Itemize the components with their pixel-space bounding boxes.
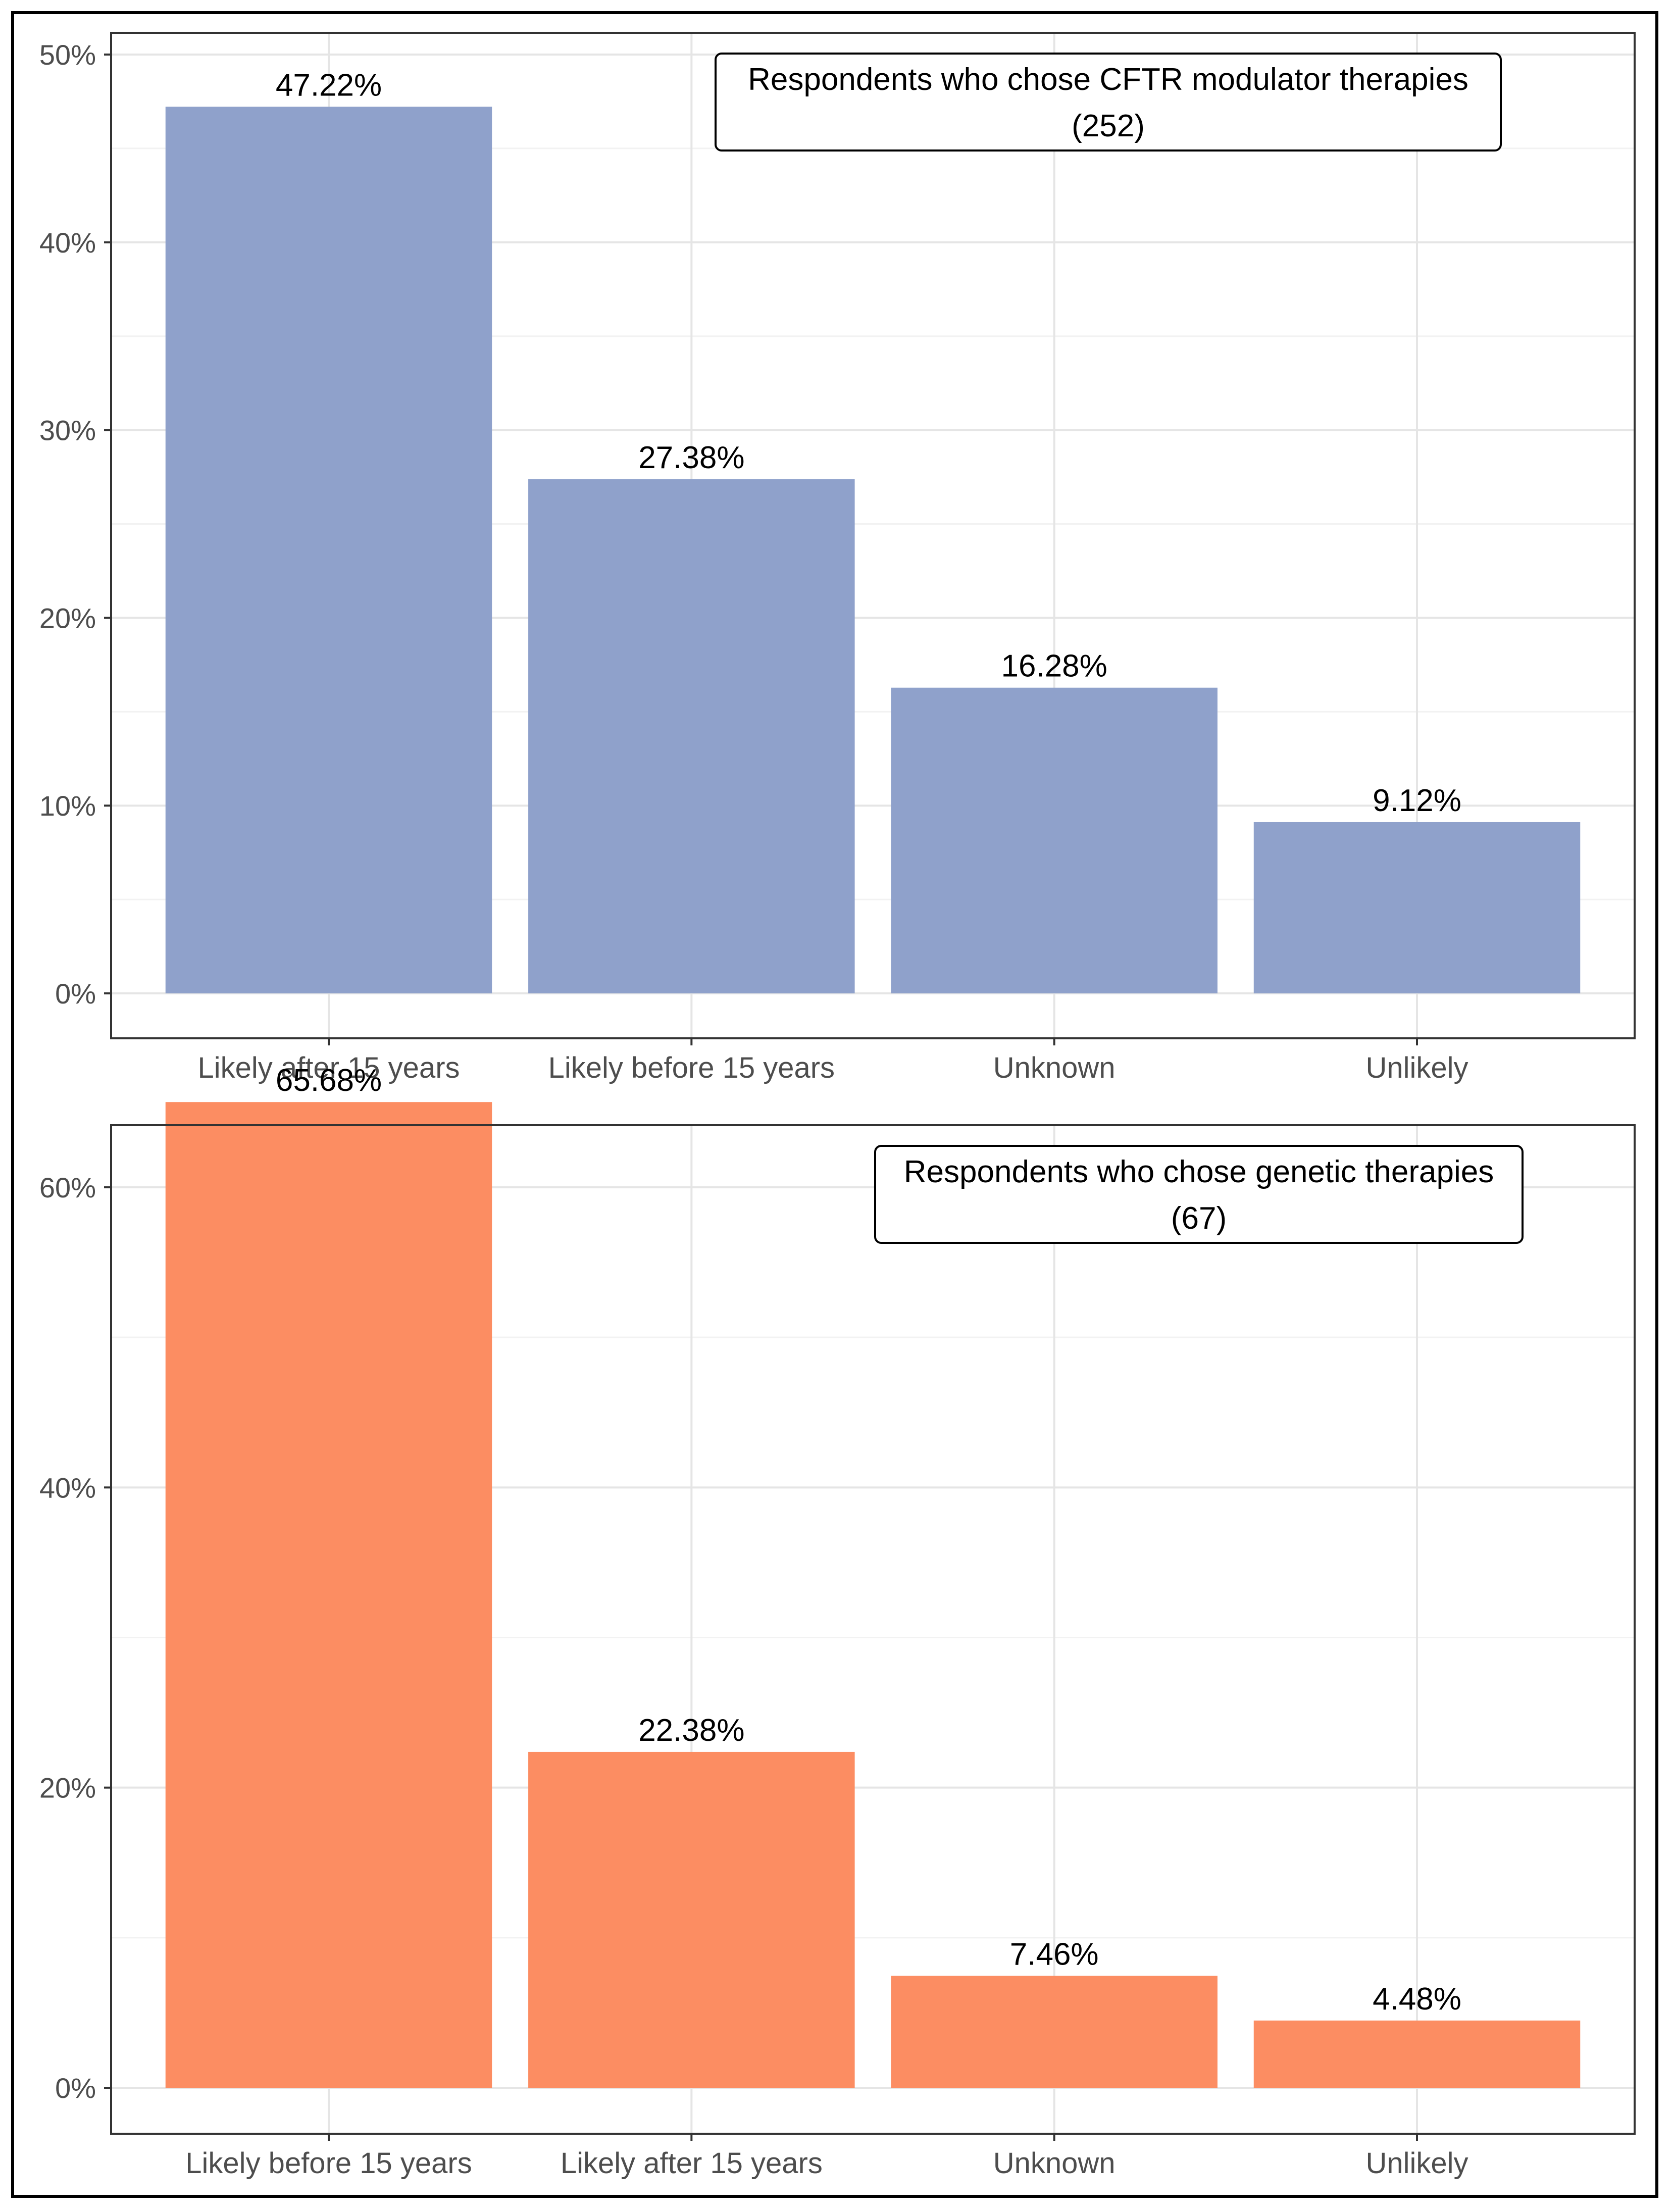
data-label: 22.38% bbox=[638, 1713, 744, 1748]
y-tick-label: 30% bbox=[39, 415, 96, 446]
data-label: 4.48% bbox=[1373, 1982, 1461, 2017]
bar-likely-after-15-years bbox=[165, 107, 492, 994]
x-tick-label: Unlikely bbox=[1365, 2147, 1468, 2180]
bar-likely-after-15-years bbox=[528, 1751, 855, 2088]
plot-border bbox=[110, 1124, 1636, 2135]
x-tick-label: Unknown bbox=[993, 1051, 1116, 1084]
x-tick-label: Unlikely bbox=[1365, 1051, 1468, 1084]
y-tick-label: 40% bbox=[39, 227, 96, 259]
data-label: 27.38% bbox=[638, 440, 744, 475]
chart-panel-2: 65.68% 22.38% 7.46% 4.48% 0% 20% 40% 60% Likely … bbox=[39, 1063, 1636, 2180]
y-tick-label: 20% bbox=[39, 602, 96, 634]
figure-frame bbox=[11, 11, 1658, 2198]
data-label: 47.22% bbox=[276, 68, 382, 103]
bar-likely-before-15-years bbox=[528, 479, 855, 993]
bar-unknown bbox=[891, 687, 1218, 993]
y-tick-label: 60% bbox=[39, 1172, 96, 1203]
y-tick-label: 40% bbox=[39, 1472, 96, 1503]
annotation-count: (252) bbox=[1072, 109, 1145, 143]
bar-unlikely bbox=[1253, 2020, 1581, 2088]
annotation-title: Respondents who chose CFTR modulator the… bbox=[748, 62, 1468, 97]
x-tick-label: Likely before 15 years bbox=[548, 1051, 835, 1084]
x-tick-label: Unknown bbox=[993, 2147, 1116, 2180]
bar-unlikely bbox=[1253, 822, 1581, 993]
chart-panel-1: 47.22% 27.38% 16.28% 9.12% 0% 10% 20% 30% 40% 50%… bbox=[39, 32, 1636, 1084]
x-tick-label: Likely after 15 years bbox=[561, 2147, 823, 2180]
x-tick-label: Likely before 15 years bbox=[185, 2147, 472, 2180]
y-tick-label: 0% bbox=[55, 978, 96, 1010]
data-label: 9.12% bbox=[1373, 783, 1461, 818]
annotation-count: (67) bbox=[1171, 1201, 1227, 1236]
y-tick-label: 0% bbox=[55, 2072, 96, 2104]
plot-border bbox=[110, 32, 1636, 1039]
data-label: 65.68% bbox=[276, 1063, 382, 1098]
annotation-box bbox=[715, 53, 1502, 152]
x-tick-label: Likely after 15 years bbox=[197, 1051, 460, 1084]
data-label: 7.46% bbox=[1010, 1937, 1099, 1972]
bar-unknown bbox=[891, 1976, 1218, 2088]
y-tick-label: 10% bbox=[39, 790, 96, 822]
y-tick-label: 20% bbox=[39, 1772, 96, 1804]
bar-likely-before-15-years bbox=[165, 1102, 492, 2088]
data-label: 16.28% bbox=[1001, 649, 1107, 684]
annotation-title: Respondents who chose genetic therapies bbox=[904, 1154, 1494, 1189]
y-tick-label: 50% bbox=[39, 39, 96, 71]
annotation-box bbox=[874, 1145, 1524, 1244]
